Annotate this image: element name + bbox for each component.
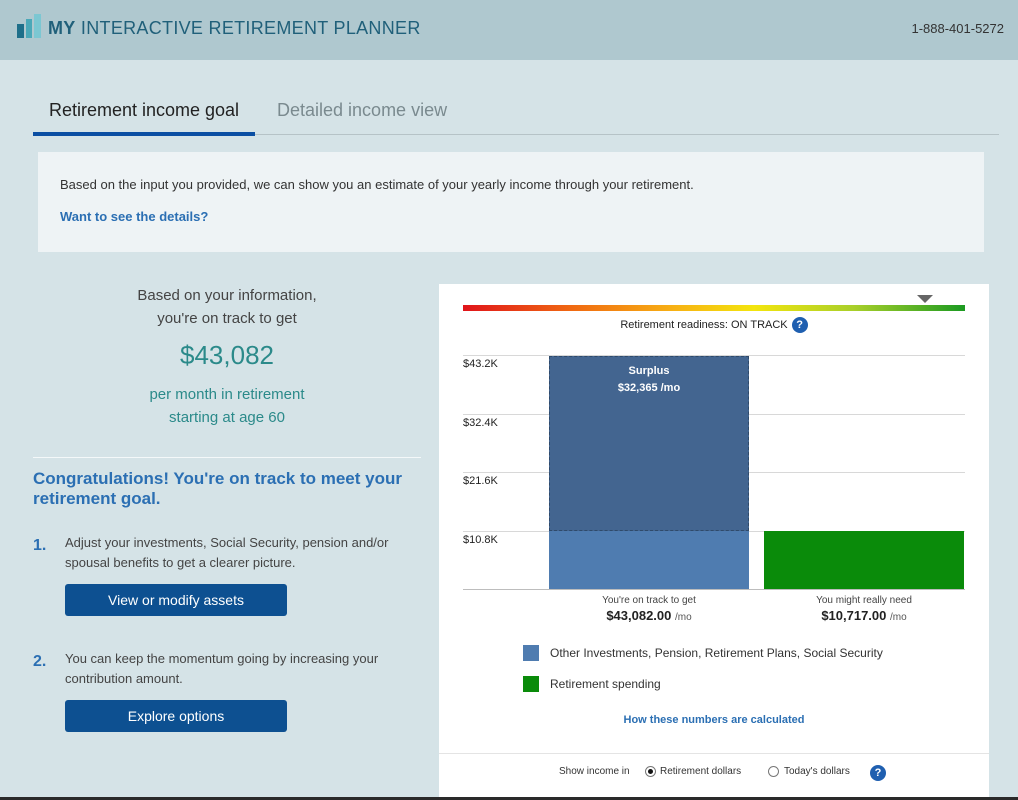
bottom-edge (0, 797, 1018, 800)
summary-line-3: per month in retirement (149, 386, 305, 403)
step-2-number: 2. (33, 653, 47, 670)
step-1-text: Adjust your investments, Social Security… (65, 535, 389, 570)
tab-detailed-income-view[interactable]: Detailed income view (277, 100, 448, 120)
app-header: MY INTERACTIVE RETIREMENT PLANNER 1-888-… (0, 0, 1018, 60)
section-divider (33, 457, 421, 458)
income-summary: Based on your information, you're on tra… (33, 284, 421, 429)
legend-label-spending: Retirement spending (550, 677, 661, 691)
show-income-label: Show income in (559, 766, 630, 777)
income-bar-chart: $43.2K $32.4K $21.6K $10.8K Surplus $32,365 /… (439, 284, 989, 684)
app-title-rest: INTERACTIVE RETIREMENT PLANNER (80, 18, 421, 38)
info-panel: Based on the input you provided, we can … (38, 152, 984, 252)
x-axis-line (463, 589, 965, 590)
legend-label-investments: Other Investments, Pension, Retirement P… (550, 646, 883, 660)
legend-swatch-investments (523, 645, 539, 661)
radio-retirement-dollars[interactable] (645, 766, 656, 777)
x-value-unit: /mo (890, 612, 907, 623)
surplus-annotation: Surplus $32,365 /mo (549, 363, 749, 397)
congrats-heading: Congratulations! You're on track to meet… (33, 469, 402, 508)
readiness-gradient-bar (463, 305, 965, 311)
readiness-marker-icon (916, 295, 933, 303)
tab-retirement-income-goal[interactable]: Retirement income goal (33, 100, 255, 136)
surplus-title: Surplus (628, 364, 670, 377)
y-tick-label: $43.2K (463, 358, 498, 370)
app-title: MY INTERACTIVE RETIREMENT PLANNER (48, 18, 421, 39)
legend-swatch-spending (523, 676, 539, 692)
x-value-label: $10,717.00 /mo (821, 608, 907, 623)
readiness-chart-card: Retirement readiness: ON TRACK? $43.2K $3… (439, 284, 989, 800)
view-modify-assets-button[interactable]: View or modify assets (65, 584, 287, 616)
summary-line-4: starting at age 60 (169, 409, 285, 426)
step-1-number: 1. (33, 537, 47, 554)
y-tick-label: $21.6K (463, 475, 498, 487)
summary-line-2: you're on track to get (157, 310, 297, 327)
radio-todays-dollars[interactable] (768, 766, 779, 777)
readiness-label: Retirement readiness: ON TRACK (620, 318, 788, 331)
chart-gridline (463, 355, 965, 356)
radio-retirement-dollars-label[interactable]: Retirement dollars (660, 766, 742, 777)
tab-bar: Retirement income goal Detailed income v… (33, 92, 999, 136)
bar-might-really-need[interactable] (764, 530, 964, 589)
x-value-label: $43,082.00 /mo (606, 608, 692, 623)
bar-on-track-base (549, 530, 749, 589)
surplus-value: $32,365 /mo (617, 381, 681, 394)
income-toggle-help-icon[interactable]: ? (870, 765, 886, 781)
x-category-label: You might really need (816, 595, 912, 606)
radio-todays-dollars-label[interactable]: Today's dollars (784, 766, 850, 777)
x-category-label: You're on track to get (602, 595, 696, 606)
phone-number[interactable]: 1-888-401-5272 (911, 21, 1004, 36)
readiness-help-icon[interactable]: ? (791, 317, 808, 333)
y-tick-label: $32.4K (463, 416, 498, 429)
info-text: Based on the input you provided, we can … (60, 177, 694, 192)
y-tick-label: $10.8K (463, 533, 498, 546)
app-title-bold: MY (48, 18, 76, 38)
how-numbers-calculated-link[interactable]: How these numbers are calculated (623, 714, 805, 726)
explore-options-button[interactable]: Explore options (65, 700, 287, 732)
bar-logo-icon (17, 14, 41, 38)
card-separator (439, 753, 989, 754)
readiness-status: Retirement readiness: ON TRACK? (439, 317, 989, 333)
monthly-income-amount: $43,082 (180, 340, 274, 370)
summary-line-1: Based on your information, (137, 287, 317, 304)
step-2-text: You can keep the momentum going by incre… (65, 651, 379, 686)
x-value-unit: /mo (675, 612, 692, 623)
bar-surplus-segment[interactable] (549, 355, 749, 531)
see-details-link[interactable]: Want to see the details? (60, 209, 209, 224)
